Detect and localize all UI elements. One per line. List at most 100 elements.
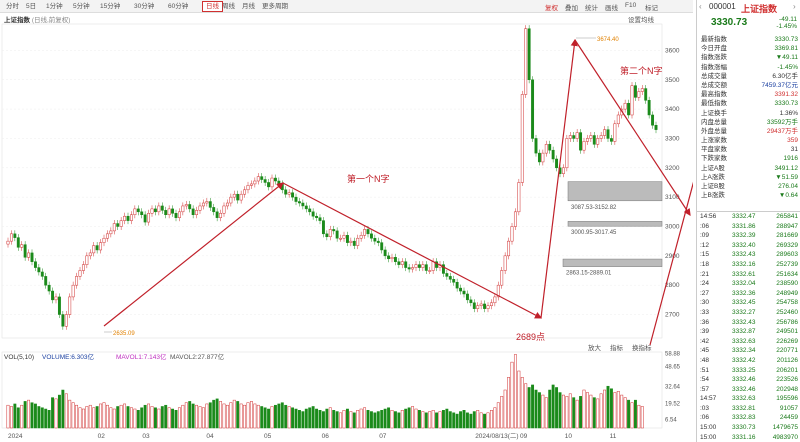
stat-row: 上证A股 3491.12 [697,164,800,173]
candle-body [407,267,411,270]
volume-bar [455,413,459,429]
volume-bar [229,402,233,429]
toolbar-button-4[interactable]: F10 [625,2,637,9]
volume-bar [414,408,418,429]
low-value-label: 2635.09 [113,331,135,337]
candle-body [462,290,466,295]
volume-bar [400,410,404,429]
volume-bar [64,393,68,429]
candle-body [102,237,106,243]
candle-body [219,213,223,218]
period-tab-8[interactable]: 周线 [222,3,235,10]
tick-row: :36 3332.43 256786 [697,318,800,328]
toolbar-button-0[interactable]: 复权 [545,5,558,12]
period-tab-5[interactable]: 30分钟 [134,3,155,10]
candle-body [249,183,253,186]
candle-body [582,141,586,151]
period-tab-3[interactable]: 5分钟 [73,3,90,10]
volume-bar [520,377,524,429]
candle-body [126,215,130,221]
toolbar-button-1[interactable]: 叠加 [565,5,578,12]
period-tab-6[interactable]: 60分钟 [168,3,189,10]
tick-time: :48 [700,356,710,364]
prev-arrow-icon[interactable]: ‹ [699,2,702,11]
tick-time: :21 [700,270,710,278]
period-tab-0[interactable]: 分时 [6,3,19,10]
volume-bar [592,397,596,429]
candle-body [359,235,363,239]
stat-label: 上证A股 [701,164,725,172]
volume-bar [246,402,250,429]
next-arrow-icon[interactable]: › [793,2,796,11]
candle-body [493,296,497,304]
stat-row: 下跌家数 1916 [697,154,800,163]
tick-list[interactable]: 14:56 3332.47 265841:06 3331.86 288947:09 333… [697,211,800,442]
current-price: 3330.73 [711,17,748,28]
tick-price: 3333.25 [732,366,756,374]
period-tab-7[interactable]: 日线 [202,1,223,12]
volume-bar [390,410,394,429]
volume-bar [630,402,634,429]
period-tab-10[interactable]: 更多周期 [262,3,288,10]
candle-body [13,233,17,238]
candle-body [637,91,641,98]
gap-box [562,258,663,267]
candle-body [568,135,572,139]
volume-bar [637,404,641,429]
candle-body [524,28,528,95]
candle-body [551,149,555,160]
stat-value: 3330.73 [774,100,799,108]
candle-body [565,138,569,169]
candle-body [40,271,44,277]
volume-bar [260,406,264,429]
stat-label: 最高指数 [701,91,727,99]
candle-body [500,270,504,286]
candle-body [517,182,521,213]
volume-bar [582,389,586,429]
candle-body [236,193,240,201]
tick-volume: 254758 [776,299,798,307]
period-tab-9[interactable]: 月线 [242,3,255,10]
price-chart[interactable]: 2700 2800 2900 3000 3100 3200 3300 3400 3500 3600… [0,0,693,442]
candle-body [133,208,137,215]
candle-body [243,189,247,195]
period-tab-4[interactable]: 15分钟 [100,3,121,10]
candle-body [414,264,418,268]
volume-bar [342,410,346,429]
volume-bar [215,398,219,429]
candle-body [9,233,13,242]
x-tick-label: 07 [379,433,387,440]
tick-volume: 238590 [776,280,798,288]
volume-bar [205,403,209,429]
volume-button-2[interactable]: 换指标 [632,343,652,352]
volume-bar [572,397,576,429]
price-change: -49.11 -1.45% [763,16,797,30]
toolbar-button-3[interactable]: 画线 [605,5,618,12]
toolbar-button-2[interactable]: 统计 [585,5,598,12]
toolbar-button-5[interactable]: 标记 [645,5,658,12]
tick-price: 3331.16 [732,433,756,441]
volume-bar [489,410,493,429]
x-tick-label: 2024 [8,433,23,440]
ma-settings-button[interactable]: 设置均线 [628,17,654,24]
stat-value: 31 [790,146,798,154]
tick-volume: 289603 [776,251,798,259]
period-tab-1[interactable]: 5日 [26,3,37,10]
volume-bar [198,406,202,429]
volume-bar [315,408,319,429]
candle-body [284,189,288,195]
period-tab-2[interactable]: 1分钟 [46,3,63,10]
volume-bar [551,384,555,429]
volume-bar [116,406,120,429]
volume-bar [37,406,41,429]
stat-value: ▼51.59 [775,173,798,181]
volume-bar [383,408,387,429]
candle-body [510,226,514,242]
volume-bar [640,406,644,429]
candle-body [85,255,89,265]
volume-button-1[interactable]: 指标 [610,343,624,352]
tick-price: 3332.27 [732,308,756,316]
volume-bar [177,407,181,429]
volume-button-0[interactable]: 放大 [588,343,602,352]
volume-bar [195,404,199,429]
